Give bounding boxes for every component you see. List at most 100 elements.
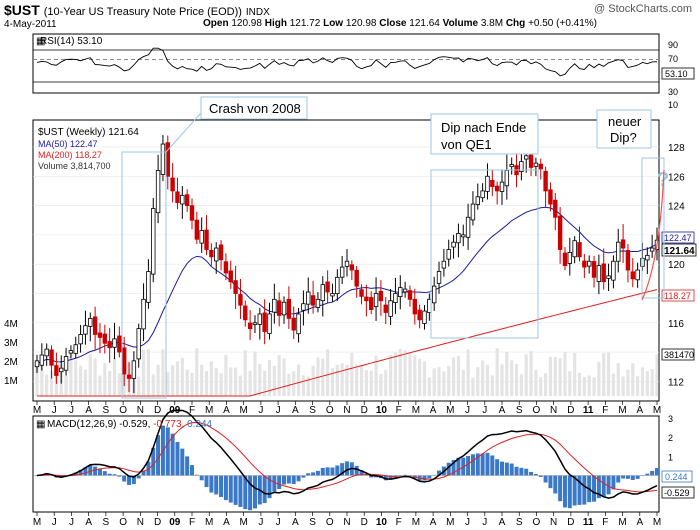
- x-tick-label: J: [69, 405, 74, 416]
- exchange: INDX: [245, 7, 270, 18]
- macd-hist-bar: [296, 475, 301, 482]
- volume-tick: 3M: [4, 338, 18, 349]
- macd-hist-bar: [625, 475, 630, 479]
- volume-bar: [214, 368, 218, 396]
- macd-hist-bar: [383, 475, 388, 481]
- open-value: 120.98: [231, 18, 262, 29]
- neuer-callout: [596, 109, 652, 149]
- macd-tick: 1: [668, 452, 673, 462]
- x-tick-label: O: [119, 517, 127, 528]
- macd-panel: ▦ MACD(12,26,9) -0.529, -0.773, 0.244 3 2…: [32, 409, 695, 513]
- volume-bar: [408, 352, 412, 396]
- macd-hist-bar: [306, 473, 311, 476]
- price-tick: 120: [668, 260, 685, 271]
- candle-body: [102, 333, 108, 344]
- candle-body: [121, 347, 127, 375]
- candle-body: [141, 298, 146, 330]
- x-tick-label: M: [33, 405, 41, 416]
- candle-body: [504, 170, 510, 187]
- volume-bar: [233, 367, 238, 396]
- macd-hist-bar: [451, 459, 456, 476]
- candle-body: [39, 354, 45, 366]
- macd-hist-bar: [291, 475, 296, 485]
- volume-bar: [64, 375, 68, 396]
- macd-hist-bar: [446, 462, 451, 476]
- volume-bar: [45, 374, 49, 396]
- candle-body: [606, 275, 611, 279]
- stockcharts-watermark[interactable]: @ StockCharts.com: [594, 3, 692, 15]
- macd-hist-bar: [136, 475, 141, 479]
- volume-bar: [204, 371, 209, 396]
- volume-bar: [326, 349, 330, 396]
- candle-body: [286, 298, 292, 319]
- candle-body: [228, 270, 233, 283]
- x-tick-label: M: [653, 517, 661, 528]
- macd-hist-bar: [97, 468, 102, 476]
- volume-bar: [650, 369, 654, 396]
- macd-hist-bar: [524, 468, 529, 476]
- volume-bar: [282, 358, 286, 396]
- x-tick-label: D: [567, 517, 574, 528]
- volume-bar: [69, 351, 73, 396]
- candle-body: [73, 344, 78, 354]
- price-tick: 112: [668, 377, 684, 388]
- macd-hist-bar: [504, 462, 509, 476]
- macd-hist-bar: [78, 469, 83, 476]
- x-tick-label: J: [69, 517, 74, 528]
- candle-body: [92, 316, 98, 335]
- macd-hist-bar: [102, 471, 107, 476]
- macd-hist-bar: [572, 475, 577, 506]
- chg-value: +0.50 (+0.41%): [528, 18, 597, 29]
- candle-body: [446, 249, 451, 260]
- macd-hist-bar: [616, 475, 621, 483]
- neuer-text-1: neuer: [608, 114, 642, 129]
- x-tick-label: N: [137, 405, 144, 416]
- symbol: $UST: [4, 2, 40, 18]
- macd-hist-bar: [272, 475, 277, 492]
- x-tick-label: D: [154, 405, 161, 416]
- candle-body: [378, 290, 384, 302]
- volume-bar: [301, 375, 306, 396]
- candle-body: [601, 263, 606, 283]
- volume-bar: [209, 361, 213, 396]
- volume-bar: [548, 356, 553, 396]
- macd-hist-bar: [190, 465, 194, 476]
- candle-body: [538, 163, 543, 170]
- candle-body: [301, 303, 306, 311]
- x-axis-top: M J J A S O N D 09 F M A M J J A S O N D 10 F M A M J J A S O N D 11 F M A M: [33, 401, 661, 416]
- macd-hist-bar: [88, 465, 93, 476]
- macd-hist-badge-box: [661, 470, 693, 483]
- candle-body: [315, 298, 321, 308]
- macd-hist-bar: [635, 475, 640, 479]
- candle-body: [335, 276, 340, 295]
- macd-hist-bar: [320, 467, 325, 476]
- macd-hist-bar: [514, 466, 519, 476]
- x-tick-label: A: [430, 517, 437, 528]
- volume-bar: [83, 369, 88, 396]
- candle-body: [625, 250, 631, 271]
- chart-header: $UST (10-Year US Treasury Note Price (EO…: [0, 0, 700, 34]
- volume-bar: [238, 375, 243, 396]
- volume-bar: [88, 354, 92, 396]
- candle-body: [165, 142, 170, 177]
- macd-hist-bar: [456, 457, 461, 476]
- volume-bar: [248, 370, 252, 396]
- x-tick-label: N: [550, 405, 557, 416]
- volume-bar: [592, 377, 596, 396]
- candle-body: [475, 196, 480, 205]
- x-tick-label: M: [239, 405, 247, 416]
- volume-bar: [481, 360, 485, 396]
- x-tick-label: 11: [583, 517, 594, 528]
- volume-bar: [277, 355, 281, 396]
- x-tick-label: 10: [376, 517, 388, 528]
- candle-body: [494, 185, 500, 192]
- macd-glyph: ▦: [36, 419, 45, 430]
- candle-body: [509, 164, 514, 168]
- volume-bar: [466, 349, 470, 396]
- volume-bar: [151, 374, 155, 396]
- candle-body: [364, 296, 369, 302]
- ma50-badge: 122.47: [664, 233, 692, 243]
- candle-body: [620, 239, 626, 249]
- macd-hist-bar: [228, 475, 233, 503]
- dip-text-1: Dip nach Ende: [441, 120, 526, 135]
